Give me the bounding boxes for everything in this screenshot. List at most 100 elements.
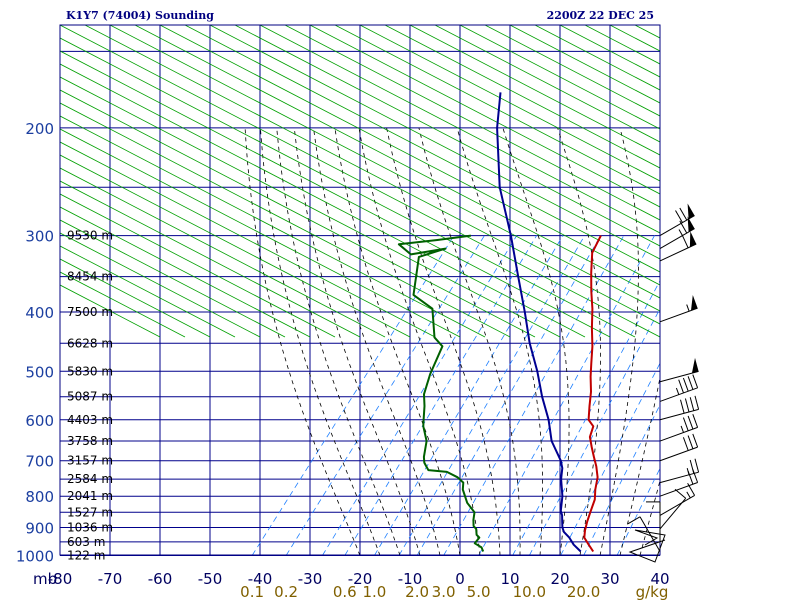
wind-barb-shaft	[639, 516, 661, 552]
temperature-line	[583, 235, 602, 553]
mixing-ratio-tick-label: 5.0	[467, 583, 491, 600]
wind-barb-shaft	[659, 387, 698, 402]
chart-title: K1Y7 (74004) Sounding	[66, 9, 214, 22]
moist-adiabat	[639, 479, 660, 555]
wind-barb-feather	[679, 207, 688, 221]
wind-barb-feather	[692, 374, 699, 388]
wind-barb-feather	[684, 398, 690, 413]
mixing-ratio-line	[512, 279, 660, 555]
dry-adiabat	[184, 25, 660, 273]
dry-adiabat	[459, 25, 660, 130]
temperature-tick-label: 20	[550, 570, 569, 588]
wind-barb-feather	[682, 437, 689, 451]
dry-adiabat	[559, 25, 660, 78]
dry-adiabat	[384, 25, 660, 169]
pressure-tick-label: 700	[25, 453, 54, 471]
dry-adiabat	[685, 25, 800, 337]
temperature-ticks: -80 -70 -60 -50 -40 -30 -20 -10 0 10 20 30 40	[48, 570, 670, 588]
mixing-ratio-line	[374, 235, 564, 555]
mixing-ratio-ticks: 0.1 0.2 0.6 1.0 2.0 3.0 5.0 10.0 20.0 g/kg	[240, 583, 668, 600]
temperature-tick-label: 0	[455, 570, 465, 588]
wind-barb	[659, 488, 687, 530]
height-labels: 9530 m 8454 m 7500 m 6628 m 5830 m 5087 m 4403…	[67, 229, 113, 563]
wind-barb	[659, 295, 698, 323]
mixing-ratio-unit-label: g/kg	[636, 583, 669, 600]
dry-adiabat	[84, 25, 660, 325]
moist-adiabat	[386, 127, 501, 555]
wind-barb	[659, 469, 699, 497]
height-label: 1036 m	[67, 521, 113, 535]
dry-adiabat	[60, 37, 636, 338]
dry-adiabat	[60, 193, 336, 338]
mixing-ratio-line	[416, 235, 601, 555]
height-label: 5087 m	[67, 390, 113, 404]
dry-adiabat	[60, 25, 660, 338]
dry-adiabat	[284, 25, 660, 221]
pressure-tick-label: 500	[25, 363, 54, 381]
wind-barb-feather	[692, 469, 699, 483]
wind-barb-feather	[627, 516, 641, 525]
dry-adiabat	[234, 25, 660, 247]
wind-barb	[659, 374, 699, 402]
wind-barb-feather	[682, 417, 689, 431]
mixing-ratio-tick-label: 3.0	[432, 583, 456, 600]
wind-barb-feather	[680, 399, 685, 414]
wind-barb-feather	[675, 210, 683, 223]
dry-adiabat	[409, 25, 660, 156]
wind-barb-flag	[691, 357, 699, 374]
moist-adiabat	[599, 127, 639, 555]
mixing-ratio-line	[443, 235, 625, 555]
wind-barb-half-feather	[678, 229, 683, 236]
hodograph-trace	[628, 529, 666, 563]
pressure-tick-label: 600	[25, 412, 54, 430]
wind-barb-shaft	[659, 497, 687, 530]
wind-barb	[659, 433, 699, 462]
dry-adiabat	[60, 206, 311, 338]
pressure-tick-label: 800	[25, 488, 54, 506]
height-label: 8454 m	[67, 270, 113, 284]
temperature-tick-label: 10	[500, 570, 519, 588]
wind-barb-feather	[678, 379, 684, 394]
temperature-tick-label: -80	[48, 570, 73, 588]
dry-adiabat	[60, 167, 386, 338]
wind-barb	[627, 516, 661, 552]
wind-barb-feather	[682, 377, 689, 392]
dry-adiabat	[60, 50, 611, 338]
mixing-ratio-line	[285, 235, 485, 555]
moist-adiabat	[456, 127, 543, 555]
pressure-unit-label: mb	[33, 570, 57, 588]
dry-adiabat	[309, 25, 660, 208]
dry-adiabat	[60, 154, 411, 338]
moist-adiabat	[334, 127, 461, 555]
temperature-tick-label: -40	[248, 570, 273, 588]
moist-adiabat	[260, 127, 381, 555]
isotherm-grid	[109, 25, 611, 555]
wind-barb-feather	[679, 220, 688, 234]
pressure-tick-label: 1000	[16, 548, 54, 566]
wind-barb-shaft	[659, 408, 699, 421]
mixing-ratio-line	[560, 362, 660, 555]
temperature-tick-label: -10	[398, 570, 423, 588]
dry-adiabat	[434, 25, 660, 143]
wind-barb-shaft	[659, 426, 698, 442]
dry-adiabat	[60, 128, 461, 338]
temperature-tick-label: -50	[198, 570, 223, 588]
dry-adiabats	[60, 25, 800, 338]
dry-adiabat	[60, 284, 161, 338]
mixing-ratio-line	[529, 307, 660, 555]
pressure-tick-label: 900	[25, 520, 54, 538]
dry-adiabat	[60, 115, 486, 338]
wind-barb-flag	[689, 231, 697, 247]
moist-adiabat	[244, 127, 361, 555]
moist-adiabat	[293, 127, 421, 555]
chart-datetime: 2200Z 22 DEC 25	[547, 9, 654, 22]
mixing-ratio-tick-label: 2.0	[405, 583, 429, 600]
wind-barb	[659, 231, 697, 262]
dry-adiabat	[60, 89, 536, 338]
dry-adiabat	[60, 102, 511, 338]
sounding-profiles	[397, 92, 602, 553]
dry-adiabat	[60, 219, 286, 338]
mixing-ratio-line	[344, 235, 537, 555]
wind-barb-shaft	[659, 446, 698, 462]
